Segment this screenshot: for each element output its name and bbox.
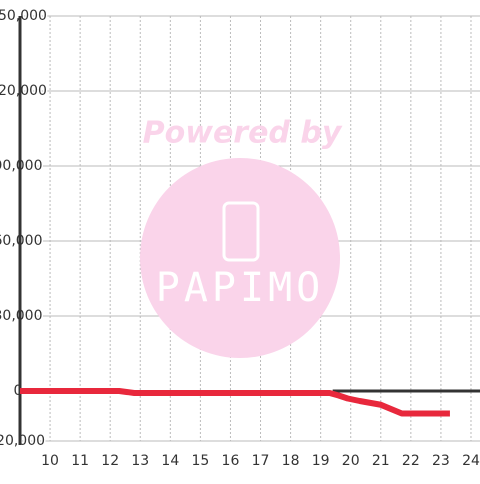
x-tick-label: 13 xyxy=(131,453,149,469)
y-tick-label: -20,000 xyxy=(0,433,45,449)
x-tick-label: 16 xyxy=(222,453,240,469)
y-tick-label: 150,000 xyxy=(0,8,47,24)
x-tick-label: 17 xyxy=(252,453,270,469)
watermark-logo: PAPIMO xyxy=(156,265,325,311)
x-tick-label: 10 xyxy=(41,453,59,469)
x-tick-label: 12 xyxy=(101,453,119,469)
y-tick-label: 120,000 xyxy=(0,83,47,99)
watermark-text: Powered by xyxy=(143,116,343,151)
x-tick-label: 14 xyxy=(161,453,179,469)
x-tick-label: 22 xyxy=(402,453,420,469)
y-tick-label: 0 xyxy=(14,383,23,399)
x-tick-label: 24 xyxy=(462,453,480,469)
watermark-circle xyxy=(140,158,340,358)
watermark-icon xyxy=(222,201,260,262)
x-tick-label: 11 xyxy=(71,453,89,469)
x-tick-label: 23 xyxy=(432,453,450,469)
x-tick-label: 21 xyxy=(372,453,390,469)
x-tick-label: 15 xyxy=(191,453,209,469)
x-tick-label: 20 xyxy=(342,453,360,469)
x-tick-label: 18 xyxy=(282,453,300,469)
data-line xyxy=(20,388,450,417)
x-tick-label: 19 xyxy=(312,453,330,469)
